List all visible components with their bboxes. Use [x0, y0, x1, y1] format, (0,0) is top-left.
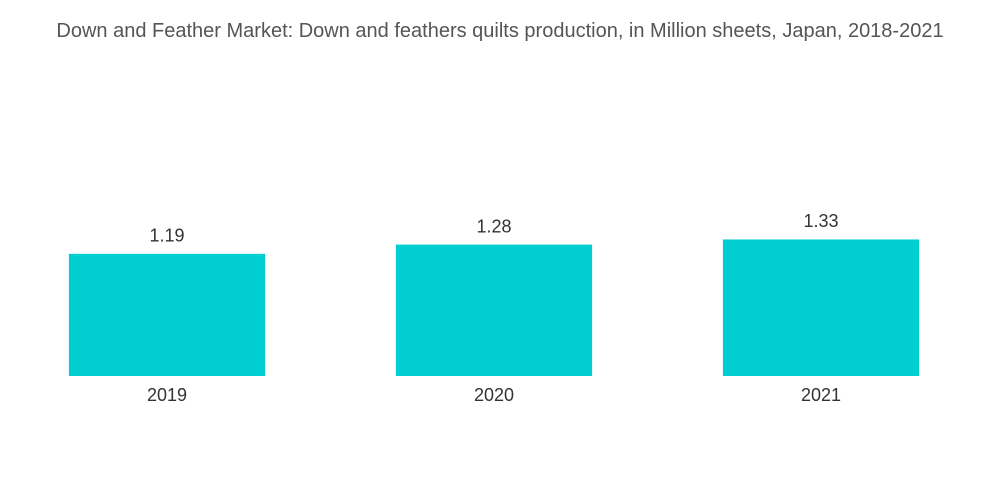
bar — [395, 244, 593, 376]
bar — [722, 239, 920, 376]
x-tick-label: 2021 — [801, 385, 841, 405]
bar — [68, 253, 266, 376]
x-tick-label: 2019 — [147, 385, 187, 405]
value-label: 1.33 — [803, 211, 838, 231]
value-label: 1.19 — [149, 226, 184, 246]
chart-title: Down and Feather Market: Down and feathe… — [56, 20, 944, 42]
value-label: 1.28 — [476, 216, 511, 236]
x-tick-label: 2020 — [474, 385, 514, 405]
